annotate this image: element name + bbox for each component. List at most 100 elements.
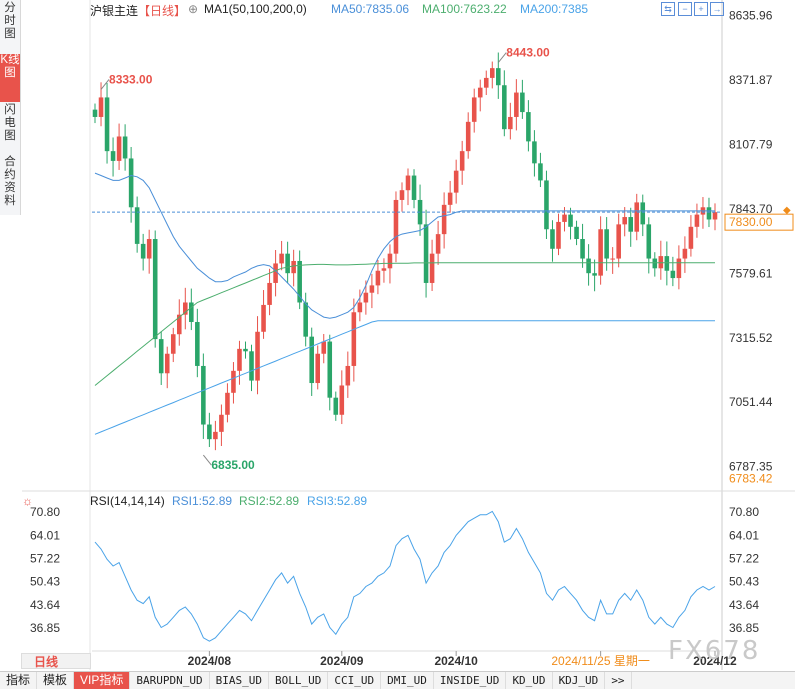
tab-contract-info[interactable]: 合约资料: [4, 156, 16, 207]
extreme-price-label: 8333.00: [109, 72, 153, 86]
price-tick-label: 7051.44: [729, 395, 773, 409]
candle-body: [195, 322, 200, 366]
candle-body: [333, 397, 339, 415]
candle-body: [622, 217, 627, 225]
price-tick-label: 7579.61: [729, 266, 773, 280]
candle-body: [429, 253, 435, 283]
candle-body: [213, 431, 218, 440]
arrow-right-icon[interactable]: →: [710, 2, 724, 16]
candle-body: [381, 268, 387, 271]
candle-body: [712, 212, 718, 220]
extreme-price-label: 6835.00: [211, 458, 255, 472]
candle-body: [562, 214, 567, 222]
candle-body: [405, 175, 411, 191]
bottom-tab-8[interactable]: INSIDE_UD: [434, 672, 507, 689]
current-price-tag: [724, 213, 794, 231]
bottom-tab-9[interactable]: KD_UD: [506, 672, 553, 689]
candle-body: [321, 341, 327, 354]
add-indicator-icon[interactable]: ⊕: [188, 2, 199, 16]
rsi-tick-label: 36.85: [729, 621, 759, 635]
tab-flash[interactable]: 闪电图: [4, 104, 16, 142]
candle-body: [225, 392, 230, 415]
rsi-tick-label-left: 36.85: [30, 621, 60, 635]
candle-body: [616, 224, 621, 259]
candle-body: [393, 199, 399, 254]
zoom-out-icon[interactable]: −: [678, 2, 692, 16]
bottom-tab-7[interactable]: DMI_UD: [381, 672, 434, 689]
candle-body: [237, 348, 242, 371]
candle-body: [532, 141, 537, 164]
candle-body: [568, 214, 573, 227]
bottom-tab-10[interactable]: KDJ_UD: [553, 672, 606, 689]
bottom-tab-3[interactable]: BARUPDN_UD: [130, 672, 210, 689]
rsi-tick-label: 43.64: [729, 598, 759, 612]
candle-body: [580, 239, 585, 259]
candle-body: [255, 331, 260, 381]
candle-body: [411, 175, 417, 200]
candle-body: [345, 365, 351, 386]
candle-body: [453, 170, 459, 193]
bottom-tab-5[interactable]: BOLL_UD: [269, 672, 329, 689]
rsi2-value: RSI2:52.89: [239, 494, 300, 508]
candle-body: [676, 258, 682, 279]
candle-body: [351, 312, 357, 366]
candle-body: [134, 207, 140, 244]
price-tick-label: 8371.87: [729, 73, 773, 87]
candle-body: [297, 260, 302, 303]
rsi-settings-icon[interactable]: ☼: [22, 494, 33, 508]
candle-body: [249, 351, 254, 381]
tab-timeshare[interactable]: 分时图: [4, 2, 16, 40]
price-marker-icon: ◆: [783, 205, 791, 216]
zoom-in-icon[interactable]: +: [694, 2, 708, 16]
rsi-tick-label: 70.80: [729, 505, 759, 519]
candle-body: [465, 121, 471, 152]
rsi-tick-label: 64.01: [729, 528, 759, 542]
bottom-tab-1[interactable]: 模板: [37, 672, 75, 689]
bottom-tab-0[interactable]: 指标: [0, 672, 38, 689]
tab-kline[interactable]: K线图: [0, 54, 20, 102]
swap-icon[interactable]: ⇆: [661, 2, 675, 16]
candle-body: [339, 385, 345, 415]
candle-body: [110, 151, 116, 161]
candle-body: [357, 302, 363, 313]
rsi-tick-label-left: 50.43: [30, 575, 60, 589]
candle-body: [447, 192, 453, 205]
candle-body: [664, 256, 670, 271]
ma-indicator-name[interactable]: MA1(50,100,200,0): [204, 2, 307, 16]
candle-body: [586, 258, 591, 274]
candle-body: [267, 282, 272, 305]
candle-body: [303, 302, 308, 337]
candle-body: [140, 243, 146, 259]
price-tick-label: 7315.52: [729, 331, 773, 345]
candle-body: [309, 336, 314, 384]
bottom-tab-11[interactable]: >>: [605, 672, 632, 689]
low-price-label: 6783.42: [729, 472, 773, 486]
side-tab-bar: 分时图 K线图 闪电图 合约资料: [0, 0, 21, 215]
candle-body: [520, 92, 525, 113]
candle-body: [502, 85, 507, 130]
candle-body: [435, 234, 441, 254]
bottom-tab-2[interactable]: VIP指标: [74, 672, 131, 689]
candle-body: [670, 270, 676, 279]
candle-body: [279, 253, 284, 264]
rsi-tick-label-left: 57.22: [30, 551, 60, 565]
period-selector[interactable]: 日线: [21, 653, 91, 669]
candle-body: [556, 221, 561, 249]
instrument-name: 沪银主连: [90, 4, 139, 18]
candle-body: [92, 109, 98, 117]
candle-body: [417, 199, 423, 225]
rsi-tick-label-left: 64.01: [30, 528, 60, 542]
candle-body: [544, 180, 549, 230]
candle-body: [128, 158, 134, 208]
bottom-tab-4[interactable]: BIAS_UD: [210, 672, 269, 689]
candle-body: [598, 229, 603, 276]
rsi-indicator-name[interactable]: RSI(14,14,14): [90, 494, 165, 508]
candle-body: [164, 353, 170, 374]
annotation-leader: [202, 454, 212, 466]
candle-body: [538, 163, 543, 181]
bottom-tab-6[interactable]: CCI_UD: [328, 672, 382, 689]
watermark-logo: FX678: [668, 636, 761, 666]
rsi-line: [94, 510, 716, 642]
rsi3-value: RSI3:52.89: [307, 494, 368, 508]
